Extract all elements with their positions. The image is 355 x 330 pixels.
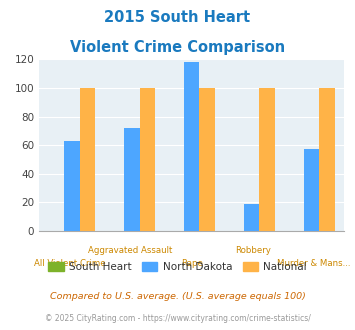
Text: Compared to U.S. average. (U.S. average equals 100): Compared to U.S. average. (U.S. average … bbox=[50, 292, 305, 301]
Bar bbox=[80, 88, 95, 231]
Bar bbox=[140, 88, 155, 231]
Text: 2015 South Heart: 2015 South Heart bbox=[104, 10, 251, 25]
Bar bbox=[260, 88, 275, 231]
Bar bbox=[184, 62, 200, 231]
Text: Murder & Mans...: Murder & Mans... bbox=[277, 259, 351, 268]
Bar bbox=[304, 149, 319, 231]
Text: Violent Crime Comparison: Violent Crime Comparison bbox=[70, 40, 285, 54]
Bar bbox=[64, 141, 80, 231]
Bar bbox=[124, 128, 140, 231]
Text: Aggravated Assault: Aggravated Assault bbox=[88, 246, 173, 255]
Bar bbox=[200, 88, 215, 231]
Text: © 2025 CityRating.com - https://www.cityrating.com/crime-statistics/: © 2025 CityRating.com - https://www.city… bbox=[45, 314, 310, 323]
Text: Rape: Rape bbox=[181, 259, 203, 268]
Text: Robbery: Robbery bbox=[235, 246, 271, 255]
Legend: South Heart, North Dakota, National: South Heart, North Dakota, National bbox=[44, 258, 311, 276]
Bar bbox=[319, 88, 335, 231]
Text: All Violent Crime: All Violent Crime bbox=[34, 259, 105, 268]
Bar bbox=[244, 204, 260, 231]
